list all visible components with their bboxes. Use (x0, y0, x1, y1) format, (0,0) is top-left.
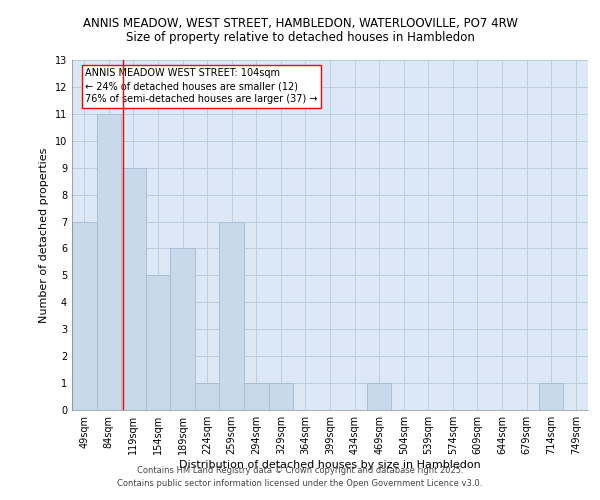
Bar (97, 114, 121, 410)
Y-axis label: Number of detached properties: Number of detached properties (39, 148, 49, 322)
Bar (170, 248, 195, 410)
Text: ANNIS MEADOW WEST STREET: 104sqm
← 24% of detached houses are smaller (12)
76% o: ANNIS MEADOW WEST STREET: 104sqm ← 24% o… (85, 68, 317, 104)
Bar (539, 383, 563, 410)
Bar (220, 222, 244, 410)
Bar (367, 383, 391, 410)
Bar (195, 383, 220, 410)
Bar (244, 383, 269, 410)
Bar (269, 383, 293, 410)
Text: Size of property relative to detached houses in Hambledon: Size of property relative to detached ho… (125, 31, 475, 44)
Bar (121, 168, 146, 410)
X-axis label: Distribution of detached houses by size in Hambledon: Distribution of detached houses by size … (179, 460, 481, 470)
Text: ANNIS MEADOW, WEST STREET, HAMBLEDON, WATERLOOVILLE, PO7 4RW: ANNIS MEADOW, WEST STREET, HAMBLEDON, WA… (83, 18, 517, 30)
Bar (146, 276, 170, 410)
Text: Contains HM Land Registry data © Crown copyright and database right 2025.
Contai: Contains HM Land Registry data © Crown c… (118, 466, 482, 487)
Bar (72, 222, 97, 410)
